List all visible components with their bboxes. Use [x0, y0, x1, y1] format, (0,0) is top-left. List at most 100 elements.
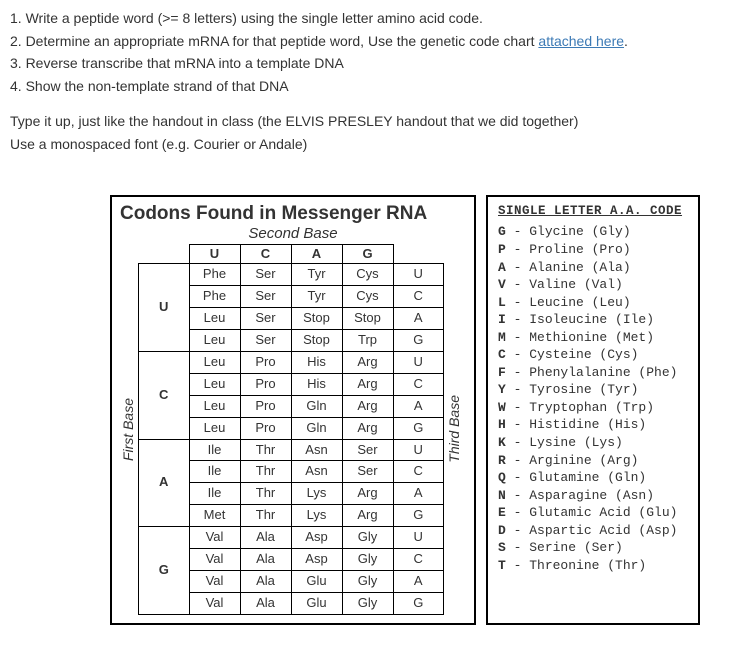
aa-code-list: G - Glycine (Gly)P - Proline (Pro)A - Al…: [498, 223, 688, 574]
codon-cell: Cys: [342, 264, 393, 286]
third-base-cell: C: [393, 373, 444, 395]
third-base-cell: U: [393, 352, 444, 374]
third-base-cell: U: [393, 527, 444, 549]
instruction-4: 4. Show the non-template strand of that …: [10, 77, 723, 97]
codon-cell: Asn: [291, 461, 342, 483]
aa-code-row: C - Cysteine (Cys): [498, 346, 688, 364]
third-base-cell: A: [393, 308, 444, 330]
codon-cell: Glu: [291, 570, 342, 592]
codon-cell: Lys: [291, 483, 342, 505]
codon-cell: Thr: [240, 483, 291, 505]
aa-code-row: N - Asparagine (Asn): [498, 487, 688, 505]
codon-cell: Ser: [240, 286, 291, 308]
first-base-label: First Base: [118, 394, 138, 465]
codon-cell: Val: [189, 570, 240, 592]
instruction-2a: 2. Determine an appropriate mRNA for tha…: [10, 33, 538, 49]
row-head: C: [139, 352, 190, 440]
codon-cell: Asp: [291, 549, 342, 571]
codon-cell: Pro: [240, 395, 291, 417]
instruction-1: 1. Write a peptide word (>= 8 letters) u…: [10, 9, 723, 29]
codon-cell: Tyr: [291, 286, 342, 308]
third-base-cell: G: [393, 330, 444, 352]
instruction-6: Use a monospaced font (e.g. Courier or A…: [10, 135, 723, 155]
instruction-2b: .: [624, 33, 628, 49]
third-base-cell: U: [393, 264, 444, 286]
codon-cell: Val: [189, 549, 240, 571]
third-base-cell: A: [393, 483, 444, 505]
codon-cell: Val: [189, 527, 240, 549]
instruction-3: 3. Reverse transcribe that mRNA into a t…: [10, 54, 723, 74]
codon-cell: Arg: [342, 505, 393, 527]
codon-cell: Arg: [342, 483, 393, 505]
codon-cell: Ala: [240, 527, 291, 549]
codon-cell: Thr: [240, 505, 291, 527]
codon-cell: Asn: [291, 439, 342, 461]
aa-code-row: V - Valine (Val): [498, 276, 688, 294]
aa-code-row: I - Isoleucine (Ile): [498, 311, 688, 329]
codon-cell: His: [291, 352, 342, 374]
genetic-code-link[interactable]: attached here: [538, 33, 624, 49]
third-base-cell: G: [393, 592, 444, 614]
codon-cell: Ala: [240, 570, 291, 592]
codon-subtitle: Second Base: [118, 225, 468, 244]
codon-cell: Ser: [240, 264, 291, 286]
col-head: C: [240, 244, 291, 264]
third-base-cell: U: [393, 439, 444, 461]
codon-cell: Thr: [240, 461, 291, 483]
codon-cell: Tyr: [291, 264, 342, 286]
aa-code-row: L - Leucine (Leu): [498, 294, 688, 312]
codon-cell: Ile: [189, 461, 240, 483]
codon-cell: Pro: [240, 417, 291, 439]
aa-code-row: P - Proline (Pro): [498, 241, 688, 259]
col-head: A: [291, 244, 342, 264]
instruction-5: Type it up, just like the handout in cla…: [10, 112, 723, 132]
aa-code-row: D - Aspartic Acid (Asp): [498, 522, 688, 540]
third-base-cell: A: [393, 395, 444, 417]
aa-code-row: M - Methionine (Met): [498, 329, 688, 347]
codon-cell: Val: [189, 592, 240, 614]
aa-code-row: K - Lysine (Lys): [498, 434, 688, 452]
codon-cell: Leu: [189, 308, 240, 330]
aa-code-row: H - Histidine (His): [498, 416, 688, 434]
codon-cell: Stop: [291, 330, 342, 352]
third-base-cell: C: [393, 549, 444, 571]
instructions-block: 1. Write a peptide word (>= 8 letters) u…: [10, 9, 723, 155]
aa-code-row: E - Glutamic Acid (Glu): [498, 504, 688, 522]
third-base-cell: C: [393, 286, 444, 308]
third-base-cell: A: [393, 570, 444, 592]
codon-cell: Lys: [291, 505, 342, 527]
codon-cell: Ser: [342, 439, 393, 461]
codon-cell: Gln: [291, 395, 342, 417]
codon-cell: Leu: [189, 352, 240, 374]
codon-cell: His: [291, 373, 342, 395]
codon-cell: Gly: [342, 549, 393, 571]
codon-cell: Ala: [240, 549, 291, 571]
aa-code-row: F - Phenylalanine (Phe): [498, 364, 688, 382]
aa-code-box: SINGLE LETTER A.A. CODE G - Glycine (Gly…: [486, 195, 700, 625]
codon-cell: Arg: [342, 352, 393, 374]
codon-cell: Leu: [189, 373, 240, 395]
codon-cell: Gln: [291, 417, 342, 439]
codon-cell: Met: [189, 505, 240, 527]
codon-cell: Gly: [342, 592, 393, 614]
row-head: U: [139, 264, 190, 352]
aa-code-row: W - Tryptophan (Trp): [498, 399, 688, 417]
codon-cell: Ser: [240, 330, 291, 352]
col-head: G: [342, 244, 393, 264]
codon-cell: Arg: [342, 395, 393, 417]
aa-code-row: G - Glycine (Gly): [498, 223, 688, 241]
codon-cell: Ile: [189, 439, 240, 461]
codon-cell: Phe: [189, 286, 240, 308]
codon-cell: Leu: [189, 330, 240, 352]
aa-code-row: R - Arginine (Arg): [498, 452, 688, 470]
codon-table: UCAGUPheSerTyrCysUPheSerTyrCysCLeuSerSto…: [138, 244, 444, 615]
codon-cell: Ile: [189, 483, 240, 505]
codon-cell: Stop: [342, 308, 393, 330]
codon-cell: Leu: [189, 417, 240, 439]
codon-cell: Gly: [342, 570, 393, 592]
codon-cell: Ser: [342, 461, 393, 483]
codon-chart: Codons Found in Messenger RNA Second Bas…: [110, 195, 476, 625]
codon-cell: Asp: [291, 527, 342, 549]
third-base-cell: G: [393, 417, 444, 439]
aa-code-row: T - Threonine (Thr): [498, 557, 688, 575]
